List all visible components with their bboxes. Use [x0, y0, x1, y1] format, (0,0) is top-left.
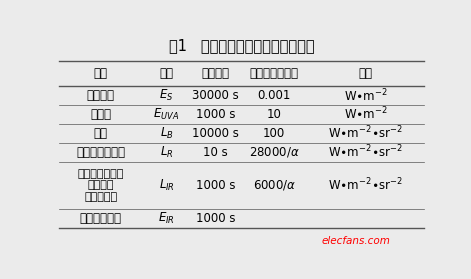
- Text: $E_{UVA}$: $E_{UVA}$: [154, 107, 179, 122]
- Text: 蓝光: 蓝光: [94, 127, 108, 140]
- Text: 表1   连续辐射灯无危险类的发射限: 表1 连续辐射灯无危险类的发射限: [169, 38, 314, 53]
- Text: 视网膜的热的、: 视网膜的热的、: [78, 169, 124, 179]
- Text: 无危险（限值）: 无危险（限值）: [250, 67, 299, 80]
- Text: $\mathrm{W{\bullet}m^{-2}}$: $\mathrm{W{\bullet}m^{-2}}$: [343, 87, 388, 104]
- Text: 10 s: 10 s: [203, 146, 228, 159]
- Text: $L_R$: $L_R$: [160, 145, 173, 160]
- Text: $E_S$: $E_S$: [159, 88, 174, 103]
- Text: $L_B$: $L_B$: [160, 126, 173, 141]
- Text: 10: 10: [267, 108, 282, 121]
- Text: elecfans.com: elecfans.com: [322, 237, 390, 246]
- Text: $\mathrm{W{\bullet}m^{-2}{\bullet}sr^{-2}}$: $\mathrm{W{\bullet}m^{-2}{\bullet}sr^{-2…: [328, 125, 403, 142]
- Text: 微弱的、: 微弱的、: [88, 180, 114, 190]
- Text: 1000 s: 1000 s: [196, 212, 236, 225]
- Text: $\mathrm{W{\bullet}m^{-2}{\bullet}sr^{-2}}$: $\mathrm{W{\bullet}m^{-2}{\bullet}sr^{-2…: [328, 144, 403, 161]
- Text: 视觉的刺激: 视觉的刺激: [84, 192, 117, 202]
- Text: $E_{IR}$: $E_{IR}$: [158, 211, 175, 226]
- Text: 符号: 符号: [160, 67, 173, 80]
- Text: 近紫外: 近紫外: [90, 108, 111, 121]
- Text: $L_{IR}$: $L_{IR}$: [159, 178, 175, 193]
- Text: 视网膜的热危害: 视网膜的热危害: [76, 146, 125, 159]
- Text: $\mathrm{W{\bullet}m^{-2}}$: $\mathrm{W{\bullet}m^{-2}}$: [343, 106, 388, 123]
- Text: $6000/\alpha$: $6000/\alpha$: [252, 178, 296, 192]
- Text: 红外辐射眼睛: 红外辐射眼睛: [80, 212, 122, 225]
- Text: 1000 s: 1000 s: [196, 179, 236, 192]
- Text: $\mathrm{W{\bullet}m^{-2}{\bullet}sr^{-2}}$: $\mathrm{W{\bullet}m^{-2}{\bullet}sr^{-2…: [328, 177, 403, 194]
- Text: 10000 s: 10000 s: [192, 127, 239, 140]
- Text: 100: 100: [263, 127, 285, 140]
- Text: $28000/\alpha$: $28000/\alpha$: [249, 145, 300, 159]
- Text: 0.001: 0.001: [258, 89, 291, 102]
- Text: 危害: 危害: [94, 67, 108, 80]
- Text: 曝辐时间: 曝辐时间: [202, 67, 230, 80]
- Text: 单位: 单位: [358, 67, 373, 80]
- Text: 光化紫外: 光化紫外: [87, 89, 115, 102]
- Text: 30000 s: 30000 s: [193, 89, 239, 102]
- Text: 1000 s: 1000 s: [196, 108, 236, 121]
